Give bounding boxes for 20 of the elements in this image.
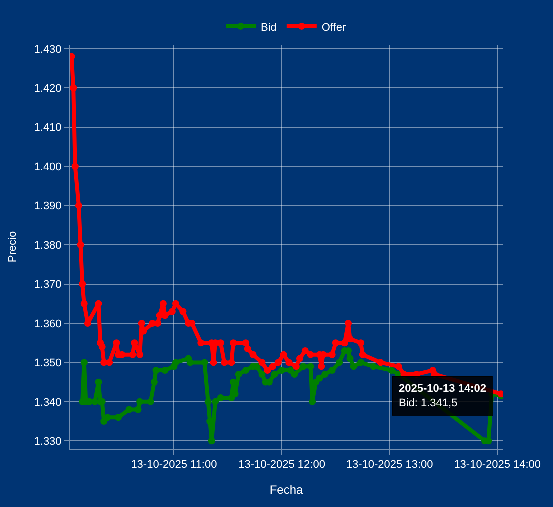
legend-label: Offer: [322, 22, 346, 34]
y-tick-label: 1.330: [34, 436, 62, 448]
y-tick-label: 1.430: [34, 44, 62, 56]
y-tick-label: 1.420: [34, 83, 62, 95]
annotation: 2025-10-13 14:02 Bid: 1.341,5: [399, 383, 486, 410]
y-tick-label: 1.410: [34, 122, 62, 134]
y-tick-label: 1.400: [34, 161, 62, 174]
x-tick-label: 13-10-2025 11:00: [131, 459, 218, 472]
y-tick-label: 1.370: [34, 279, 62, 292]
y-tick-label: 1.340: [34, 396, 62, 409]
y-tick-label: 1.350: [34, 358, 62, 370]
y-tick-label: 1.380: [34, 240, 62, 252]
x-tick-label: 13-10-2025 14:00: [454, 459, 542, 472]
y-tick-label: 1.360: [34, 318, 62, 330]
x-tick-label: 13-10-2025 12:00: [238, 459, 326, 472]
x-axis-title: Fecha: [270, 483, 304, 498]
y-tick-label: 1.390: [34, 200, 62, 213]
y-axis-title: Precio: [6, 231, 19, 263]
x-tick-label: 13-10-2025 13:00: [346, 459, 434, 472]
legend-label: Bid: [261, 22, 277, 34]
